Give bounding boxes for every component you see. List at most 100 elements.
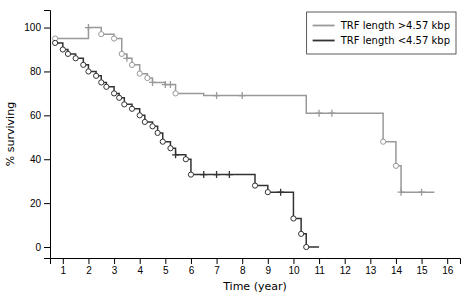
tick: 60 <box>30 110 50 121</box>
legend-frame <box>307 12 456 54</box>
tick: 2 <box>86 258 92 276</box>
tick: 8 <box>240 258 246 276</box>
censor-mark <box>226 171 233 178</box>
tick-label: 10 <box>288 265 300 276</box>
tick-mark <box>447 258 448 264</box>
event-mark <box>155 130 160 135</box>
tick: 0 <box>35 242 50 253</box>
event-mark <box>299 231 304 236</box>
event-mark <box>173 91 178 96</box>
tick-mark <box>396 258 397 264</box>
tick: 9 <box>266 258 272 276</box>
censor-mark <box>418 189 425 196</box>
event-mark <box>188 172 193 177</box>
censor-mark <box>213 171 220 178</box>
tick-mark <box>293 258 294 264</box>
tick-label: 0 <box>35 242 41 253</box>
tick-label: 14 <box>391 265 403 276</box>
event-mark <box>137 113 142 118</box>
tick: 14 <box>391 258 403 276</box>
tick: 10 <box>288 258 300 276</box>
event-mark <box>104 84 109 89</box>
tick-label: 15 <box>417 265 429 276</box>
tick-mark <box>140 258 141 264</box>
event-mark <box>99 32 104 37</box>
tick-label: 16 <box>442 265 454 276</box>
tick: 20 <box>30 198 50 209</box>
tick-label: 9 <box>266 265 272 276</box>
censor-mark <box>328 110 335 117</box>
axis-line <box>51 259 461 265</box>
tick-mark <box>217 258 218 264</box>
censor-mark <box>85 24 92 31</box>
event-mark <box>94 73 99 78</box>
tick-label: 13 <box>365 265 377 276</box>
event-mark <box>111 36 116 41</box>
tick-label: 60 <box>30 110 42 121</box>
event-mark <box>252 183 257 188</box>
event-mark <box>81 62 86 67</box>
event-mark <box>65 51 70 56</box>
survival-curve <box>55 43 319 247</box>
x-axis-title: Time (year) <box>222 280 287 293</box>
censor-mark <box>239 92 246 99</box>
censor-mark <box>200 171 207 178</box>
censor-mark <box>149 79 156 86</box>
tick: 80 <box>30 66 50 77</box>
tick: 11 <box>314 258 325 276</box>
event-mark <box>393 163 398 168</box>
tick: 40 <box>30 154 50 165</box>
event-mark <box>291 216 296 221</box>
tick: 3 <box>112 258 118 276</box>
censor-mark <box>167 81 174 88</box>
event-mark <box>265 190 270 195</box>
tick: 12 <box>340 258 352 276</box>
event-mark <box>111 91 116 96</box>
tick: 15 <box>417 258 429 276</box>
tick: 100 <box>24 22 50 33</box>
tick-label: 100 <box>24 22 41 33</box>
tick-mark <box>191 258 192 264</box>
tick-mark <box>345 258 346 264</box>
tick-label: 6 <box>189 265 195 276</box>
marker-group <box>172 151 284 195</box>
censor-mark <box>172 151 179 158</box>
x-axis: 12345678910111213141516 <box>51 258 461 276</box>
legend-swatch <box>313 25 335 27</box>
legend-label: TRF length >4.57 kbp <box>340 20 450 31</box>
tick-label: 12 <box>340 265 352 276</box>
tick: 7 <box>214 258 220 276</box>
legend-swatch <box>313 40 335 42</box>
tick-label: 5 <box>163 265 169 276</box>
event-mark <box>86 69 91 74</box>
tick-mark <box>88 258 89 264</box>
tick: 5 <box>163 258 169 276</box>
axis-line <box>44 11 51 259</box>
event-mark <box>381 139 386 144</box>
tick-label: 11 <box>314 265 325 276</box>
tick-label: 7 <box>214 265 220 276</box>
censor-mark <box>316 110 323 117</box>
event-mark <box>53 40 58 45</box>
censor-mark <box>398 189 405 196</box>
event-mark <box>137 71 142 76</box>
tick-label: 20 <box>30 198 42 209</box>
event-mark <box>142 119 147 124</box>
legend: TRF length >4.57 kbpTRF length <4.57 kbp <box>307 12 456 54</box>
tick-mark <box>44 159 50 160</box>
tick-label: 40 <box>30 154 42 165</box>
tick: 6 <box>189 258 195 276</box>
event-mark <box>99 80 104 85</box>
tick-mark <box>44 115 50 116</box>
tick-mark <box>44 71 50 72</box>
tick-label: 2 <box>86 265 92 276</box>
event-mark <box>150 124 155 129</box>
tick-mark <box>319 258 320 264</box>
tick-label: 80 <box>30 66 42 77</box>
tick-mark <box>370 258 371 264</box>
marker-group <box>53 40 309 249</box>
tick: 1 <box>61 258 67 276</box>
censor-mark <box>277 189 284 196</box>
event-mark <box>117 95 122 100</box>
tick-mark <box>114 258 115 264</box>
